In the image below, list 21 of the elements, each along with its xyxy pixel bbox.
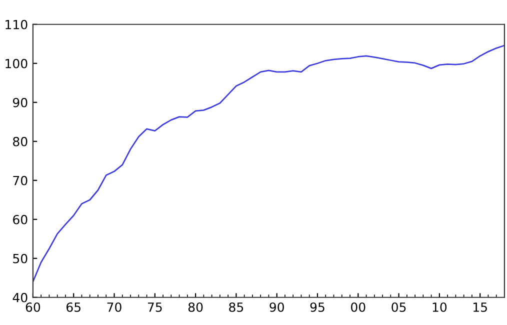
- x-tick-label: 65: [66, 302, 80, 312]
- y-tick-label: 50: [13, 254, 28, 264]
- x-tick-label: 05: [392, 302, 406, 312]
- x-tick-label: 15: [473, 302, 487, 312]
- x-tick-label: 70: [107, 302, 122, 312]
- x-tick-label: 90: [270, 302, 284, 312]
- y-tick-label: 80: [13, 136, 28, 146]
- x-tick-label: 10: [432, 302, 447, 312]
- line-series: [32, 44, 504, 282]
- x-tick-label: 00: [351, 302, 366, 312]
- x-tick-label: 95: [310, 302, 324, 312]
- y-tick-label: 40: [12, 292, 28, 302]
- x-tick-label: 60: [26, 302, 40, 312]
- x-tick-label: 85: [229, 302, 244, 312]
- y-tick-label: 90: [12, 98, 28, 108]
- y-tick-label: 60: [13, 214, 28, 224]
- y-tick-label: 110: [6, 20, 28, 30]
- y-tick-label: 100: [6, 58, 28, 68]
- x-tick-label: 75: [148, 302, 162, 312]
- x-tick-label: 80: [188, 302, 203, 312]
- y-tick-label: 70: [13, 176, 28, 186]
